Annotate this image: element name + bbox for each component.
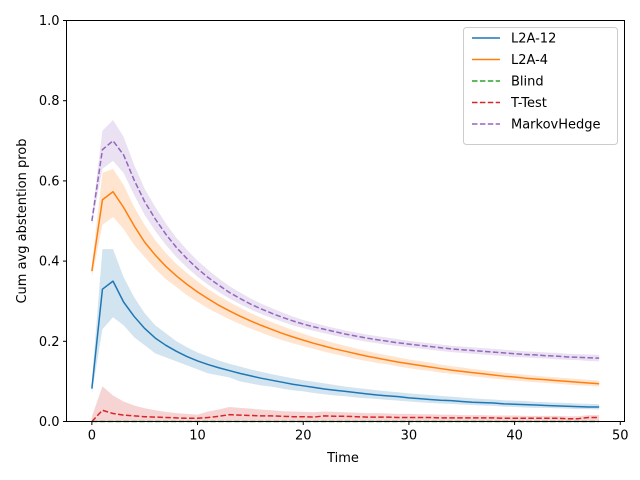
y-tick-label: 1.0 — [39, 14, 60, 29]
y-tick-label: 0.6 — [39, 174, 60, 189]
y-tick-label: 0.0 — [39, 415, 60, 430]
markovhedge-line — [91, 140, 600, 359]
legend-label-l2a-12: L2A-12 — [511, 32, 556, 47]
x-tick-label: 0 — [88, 429, 96, 444]
y-tick-label: 0.4 — [39, 255, 60, 270]
legend-label-t-test: T-Test — [510, 96, 547, 111]
x-axis-ticks: 0 10 20 30 40 50 — [88, 421, 629, 444]
x-tick-label: 30 — [401, 429, 418, 444]
l2a-4-line — [91, 190, 600, 385]
legend-box — [463, 27, 618, 145]
t-test-line — [91, 409, 600, 423]
y-axis-ticks: 0.0 0.2 0.4 0.6 0.8 1.0 — [39, 14, 67, 430]
confidence-bands — [91, 119, 600, 422]
t-test-band — [91, 386, 600, 422]
x-tick-label: 40 — [506, 429, 523, 444]
x-tick-label: 10 — [189, 429, 206, 444]
x-tick-label: 20 — [295, 429, 312, 444]
plot-frame — [66, 20, 625, 422]
l2a-12-band — [91, 249, 600, 410]
x-axis-label: Time — [326, 451, 359, 466]
y-tick-label: 0.8 — [39, 94, 60, 109]
l2a-12-line — [91, 280, 600, 408]
legend-label-blind: Blind — [511, 75, 544, 90]
x-tick-label: 50 — [612, 429, 629, 444]
legend-label-l2a-4: L2A-4 — [511, 53, 548, 68]
legend-label-markovhedge: MarkovHedge — [511, 118, 601, 133]
y-axis-label: Cum avg abstention prob — [15, 138, 30, 303]
y-tick-label: 0.2 — [39, 335, 60, 350]
legend: L2A-12 L2A-4 Blind T-Test MarkovHedge — [463, 27, 618, 145]
